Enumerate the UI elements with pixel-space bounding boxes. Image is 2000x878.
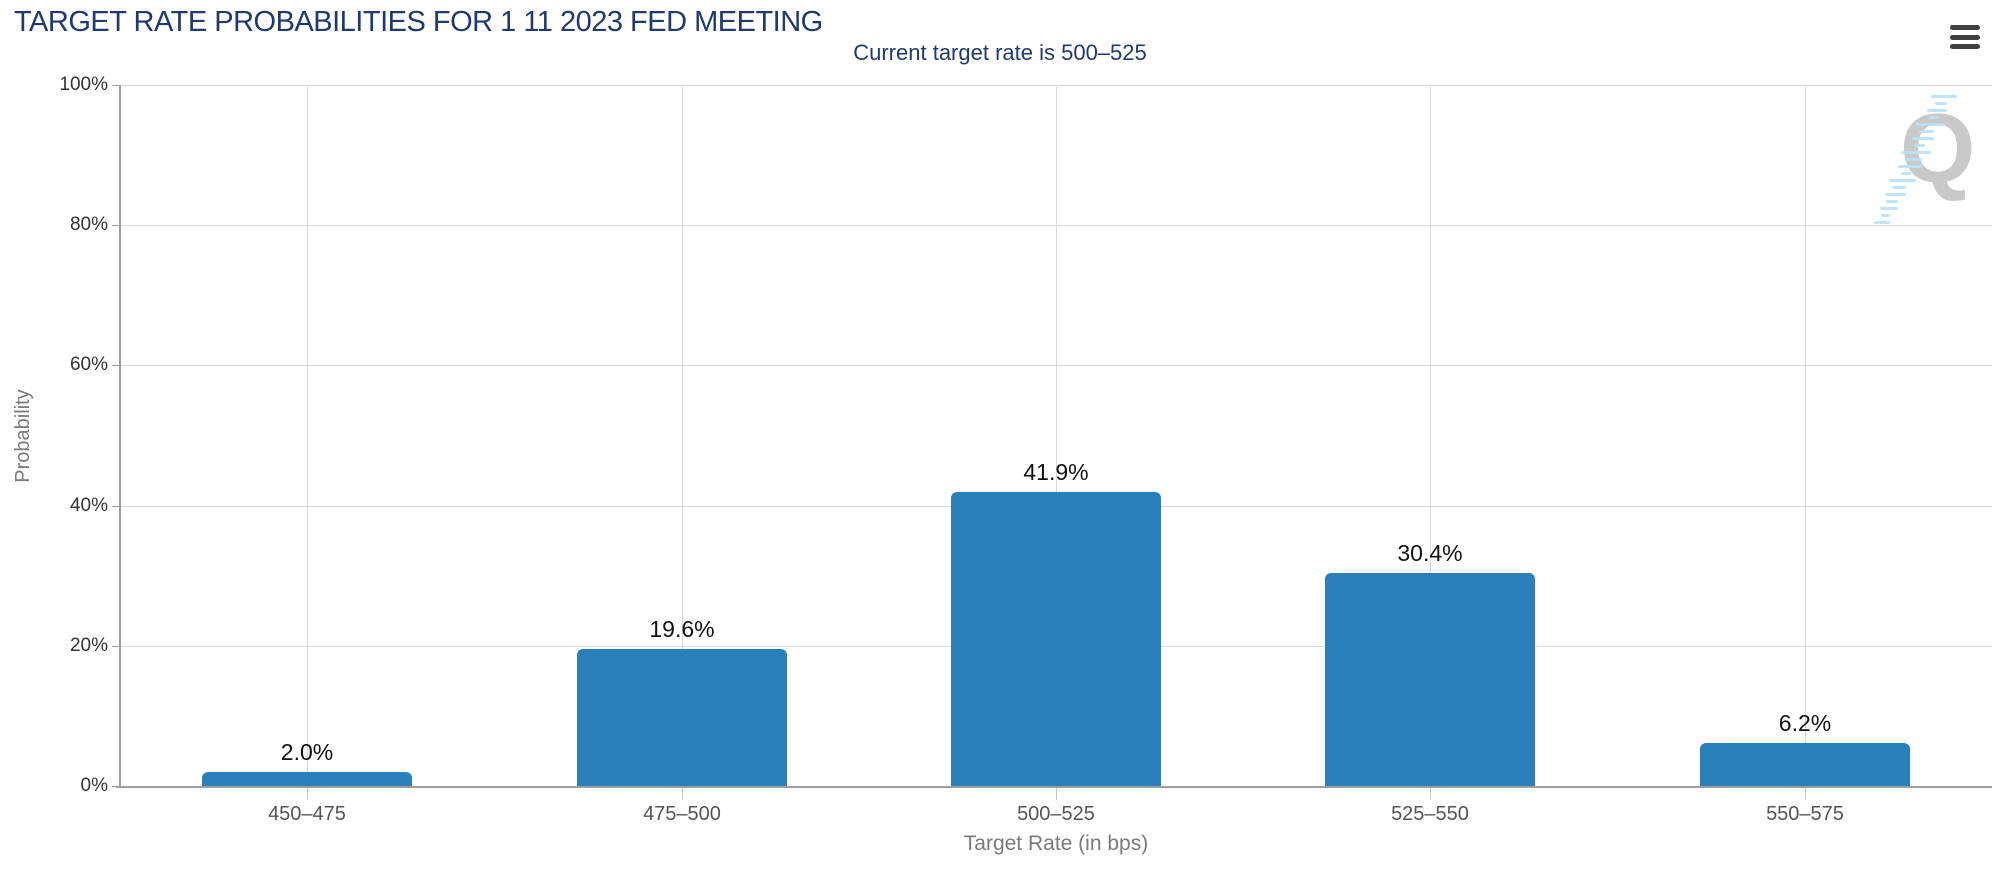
gridline-vertical [1805, 85, 1806, 786]
x-axis-tick [1056, 788, 1057, 800]
y-tick-label: 40% [69, 495, 108, 516]
x-axis-tick [682, 788, 683, 800]
bar-value-label: 19.6% [649, 616, 715, 642]
x-category-label: 525–550 [1391, 803, 1469, 825]
x-category-label: 475–500 [643, 803, 721, 825]
y-tick-label: 100% [59, 74, 108, 95]
x-axis-title: Target Rate (in bps) [963, 832, 1149, 855]
gridline-vertical [1056, 85, 1057, 786]
gridline-vertical [1430, 85, 1431, 786]
hamburger-bar [1950, 44, 1980, 49]
bar[interactable] [577, 649, 787, 786]
x-category-label: 550–575 [1766, 803, 1844, 825]
bar-value-label: 2.0% [280, 739, 334, 765]
hamburger-bar [1950, 34, 1980, 40]
y-axis-title: Probability [12, 389, 34, 483]
y-axis-tick [112, 365, 120, 366]
y-axis-tick [112, 506, 120, 507]
hamburger-bar [1950, 25, 1980, 30]
y-tick-label: 20% [69, 635, 108, 656]
y-axis-tick [112, 85, 120, 86]
y-axis-tick [112, 646, 120, 647]
y-tick-label: 60% [69, 354, 108, 375]
bar[interactable] [202, 772, 412, 786]
bar[interactable] [1325, 573, 1535, 786]
gridline-vertical [307, 85, 308, 786]
bar[interactable] [1700, 743, 1910, 786]
y-tick-label: 80% [69, 214, 108, 235]
x-axis-tick [307, 788, 308, 800]
x-axis-tick [1805, 788, 1806, 800]
y-tick-label: 0% [80, 775, 108, 796]
hamburger-menu-icon[interactable] [1950, 25, 1982, 49]
x-category-label: 450–475 [268, 803, 346, 825]
bar-value-label: 30.4% [1397, 540, 1463, 566]
gridline-vertical [682, 85, 683, 786]
page-title: TARGET RATE PROBABILITIES FOR 1 11 2023 … [14, 6, 823, 38]
x-category-label: 500–525 [1017, 803, 1095, 825]
y-axis-line [119, 85, 121, 787]
bar-value-label: 41.9% [1023, 459, 1089, 485]
y-axis-tick [112, 225, 120, 226]
chart-subtitle: Current target rate is 500–525 [853, 40, 1147, 65]
bar[interactable] [951, 492, 1161, 786]
x-axis-tick [1430, 788, 1431, 800]
x-axis-line [116, 786, 1992, 788]
bar-value-label: 6.2% [1778, 710, 1832, 736]
